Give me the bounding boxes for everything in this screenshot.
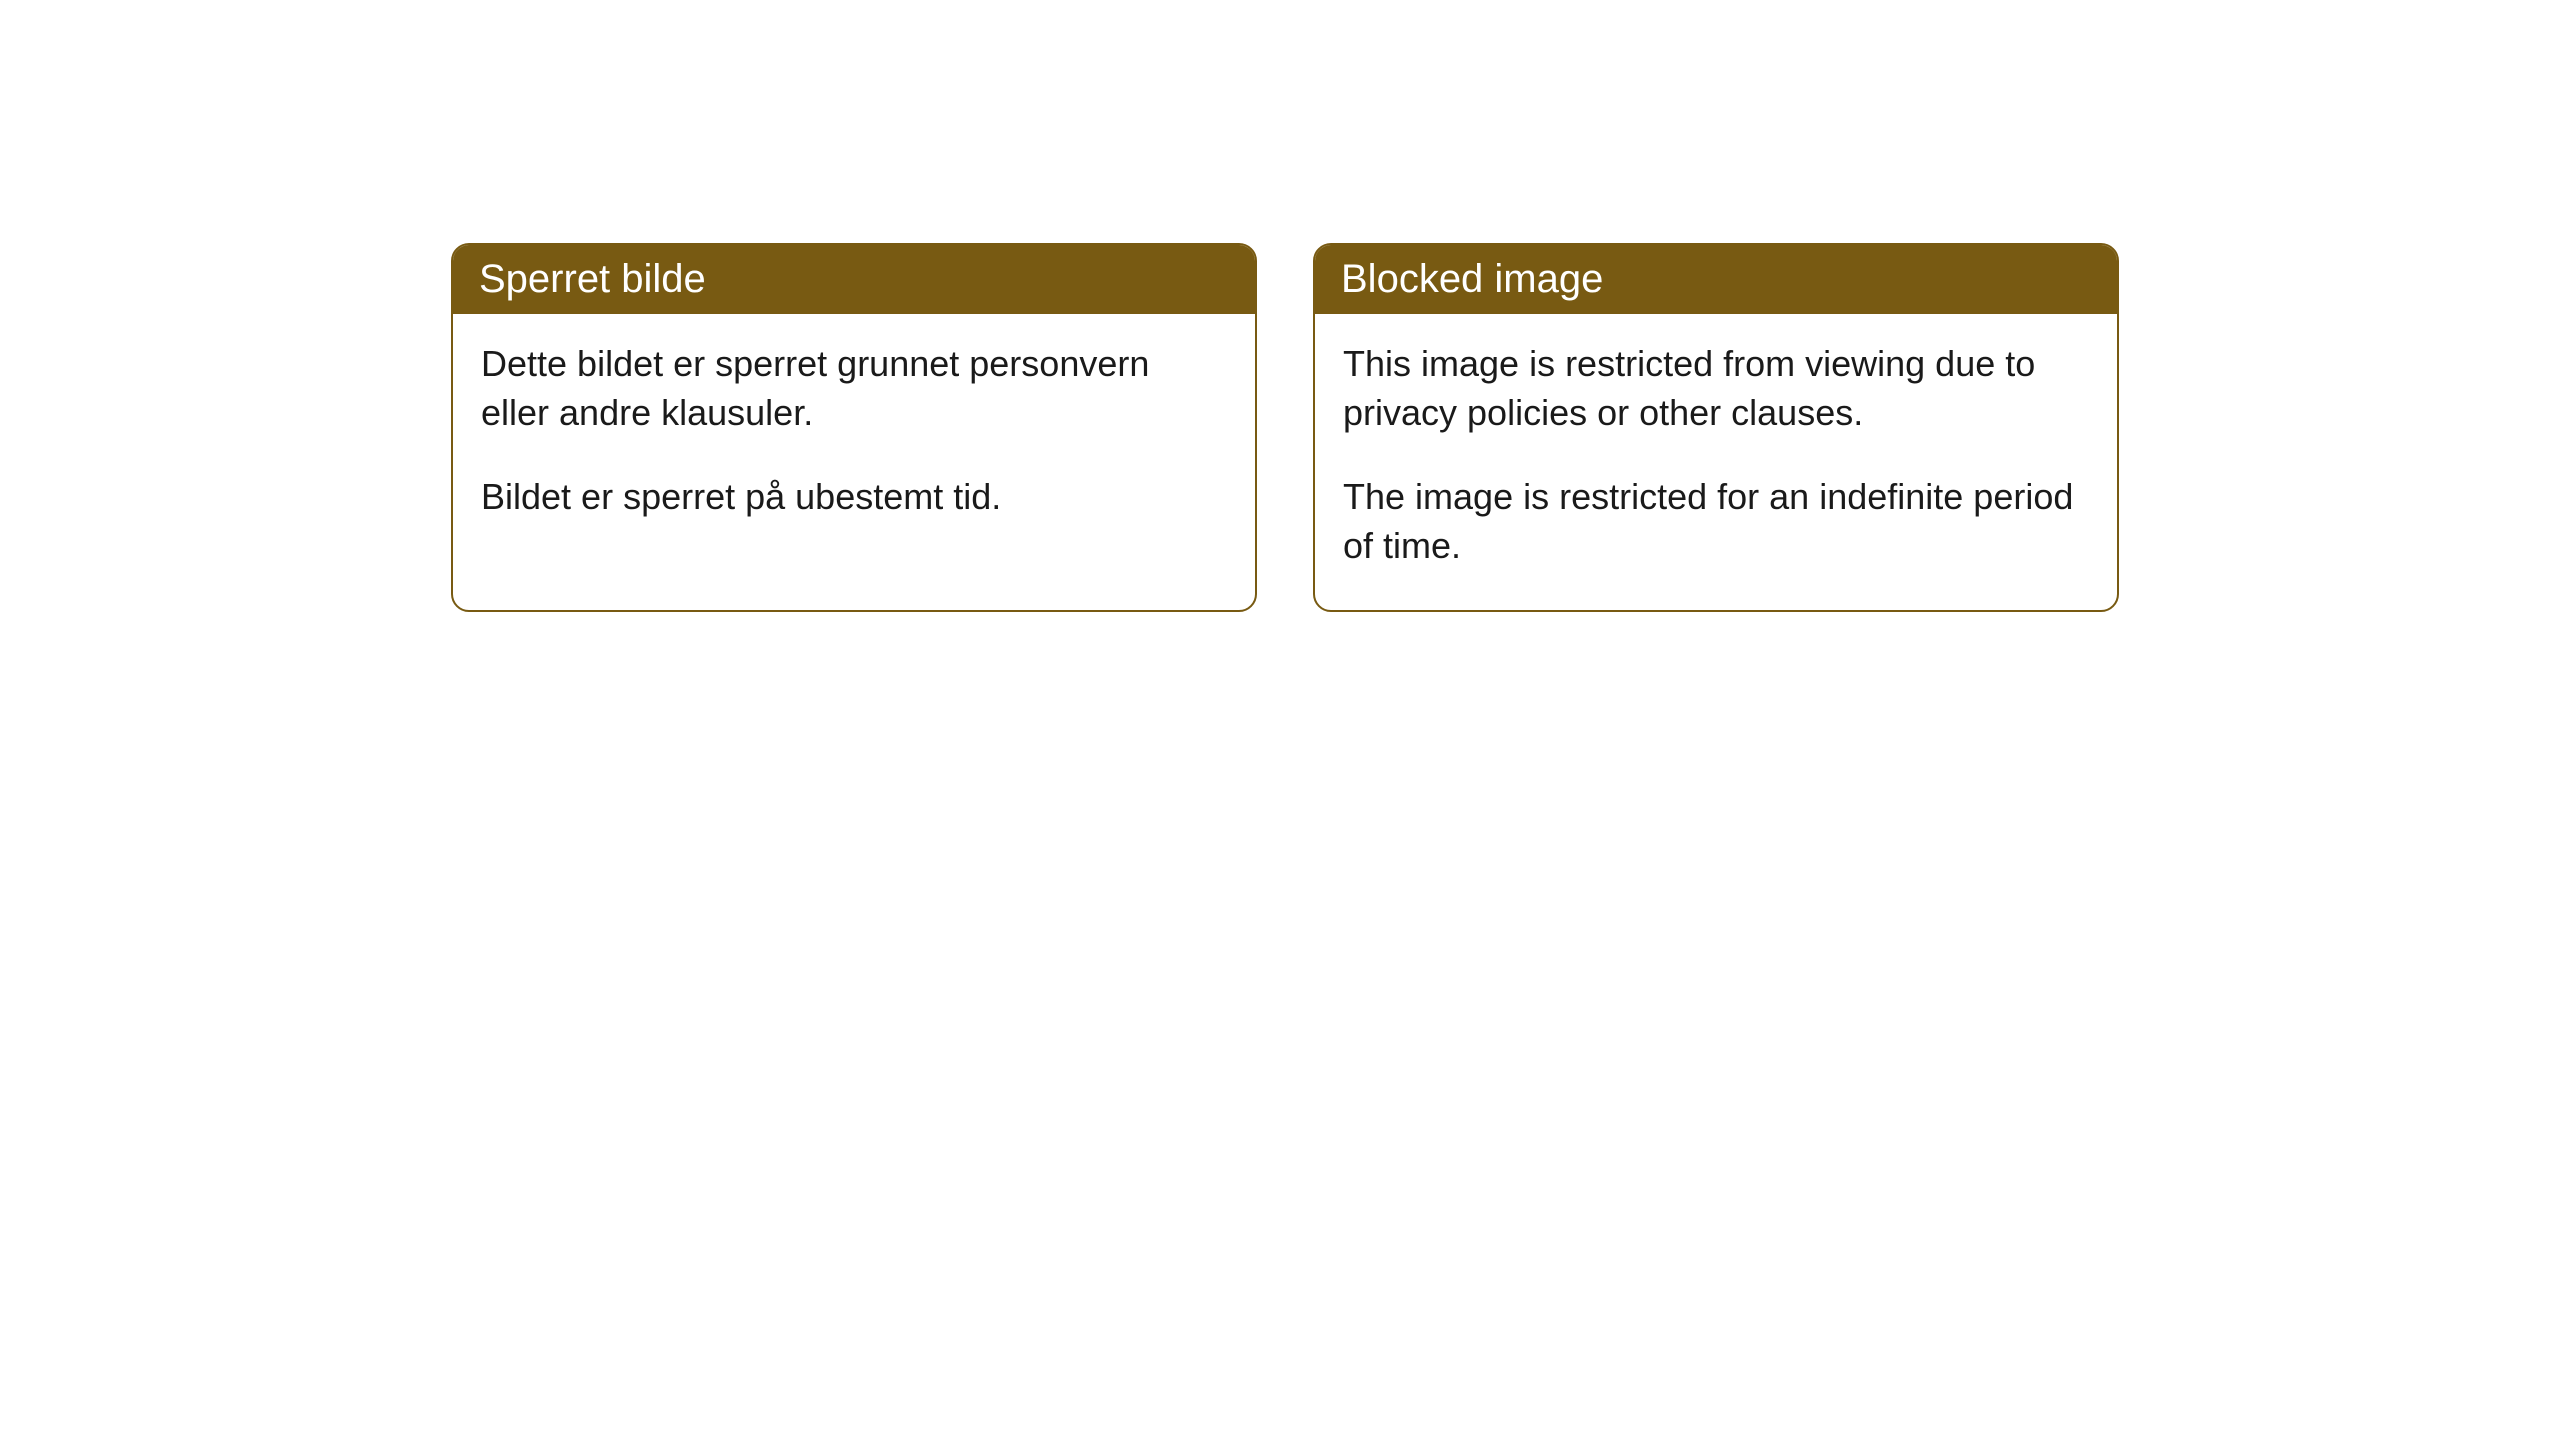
card-paragraph: Dette bildet er sperret grunnet personve… bbox=[481, 340, 1227, 437]
notice-card-norwegian: Sperret bilde Dette bildet er sperret gr… bbox=[451, 243, 1257, 612]
card-header: Sperret bilde bbox=[453, 245, 1255, 314]
notice-card-english: Blocked image This image is restricted f… bbox=[1313, 243, 2119, 612]
card-paragraph: Bildet er sperret på ubestemt tid. bbox=[481, 473, 1227, 522]
card-paragraph: This image is restricted from viewing du… bbox=[1343, 340, 2089, 437]
card-body: This image is restricted from viewing du… bbox=[1315, 314, 2117, 610]
card-body: Dette bildet er sperret grunnet personve… bbox=[453, 314, 1255, 562]
card-paragraph: The image is restricted for an indefinit… bbox=[1343, 473, 2089, 570]
notice-cards-container: Sperret bilde Dette bildet er sperret gr… bbox=[451, 243, 2119, 612]
card-header: Blocked image bbox=[1315, 245, 2117, 314]
